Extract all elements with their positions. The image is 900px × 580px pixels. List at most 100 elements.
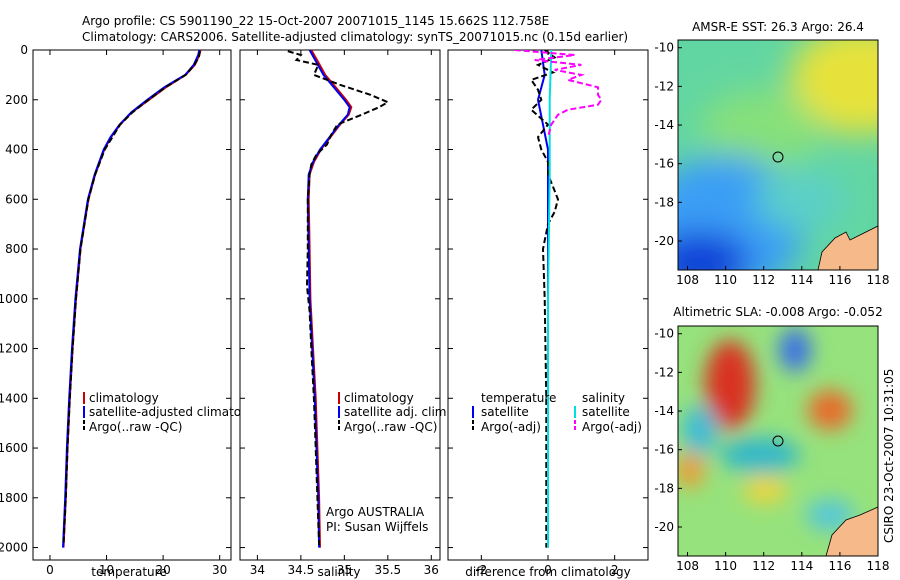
y-tick-label: 1600 [0, 441, 28, 455]
csiro-timestamp: CSIRO 23-Oct-2007 10:31:05 [882, 369, 896, 543]
x-tick-label: 2 [611, 563, 619, 577]
map-y-tick-label: -20 [654, 234, 674, 248]
legend-argo-label: Argo(..raw -QC) [89, 420, 182, 434]
map-y-tick-label: -16 [654, 443, 674, 457]
sst-map-ticks: 108 110 112 114 116 118 -10 -12 -14 -16 -18 -20 [654, 41, 889, 287]
x-tick-label: 20 [155, 563, 170, 577]
temperature-ticks: 0 10 20 30 0 200 400 600 800 1000 1200 1400 1600 1800… [0, 43, 231, 577]
series-line-salinity-argo-adj- [514, 50, 603, 138]
sla-map-title: Altimetric SLA: -0.008 Argo: -0.052 [673, 305, 882, 319]
temperature-axes-frame [32, 49, 232, 561]
legend-sal-argo-label: Argo(-adj) [582, 420, 642, 434]
y-tick-label: 1400 [0, 391, 28, 405]
x-tick-label: -2 [475, 563, 487, 577]
float-owner-annotation: Argo AUSTRALIA [326, 505, 425, 519]
x-tick-label: 34 [250, 563, 265, 577]
legend-satellite-label: satellite adj. clim. [344, 405, 450, 419]
y-tick-label: 400 [5, 143, 28, 157]
title-line-1: Argo profile: CS 5901190_22 15-Oct-2007 … [82, 14, 549, 28]
sst-cold-patch [678, 232, 750, 270]
sla-mid-southwest [678, 452, 704, 488]
salinity-panel: 34 34.5 35 35.5 36 climatology satellite adj… [239, 49, 450, 579]
y-tick-label: 1800 [0, 491, 28, 505]
y-tick-label: 1000 [0, 292, 28, 306]
legend-temp-satellite-label: satellite [481, 405, 529, 419]
sla-float-marker [772, 435, 784, 447]
map-x-tick-label: 114 [790, 559, 813, 573]
map-y-tick-label: -12 [654, 365, 674, 379]
title-line-2: Climatology: CARS2006. Satellite-adjuste… [82, 30, 628, 44]
difference-ticks: -2 0 2 [448, 49, 648, 577]
difference-legend: temperature satellite Argo(-adj) salinit… [472, 391, 642, 434]
legend-climatology-label: climatology [344, 391, 414, 405]
x-tick-label: 0 [46, 563, 54, 577]
x-tick-label: 10 [99, 563, 114, 577]
y-tick-label: 1200 [0, 342, 28, 356]
sst-map-frame [677, 39, 879, 271]
sst-float-marker [772, 151, 784, 163]
series-line-argo-raw-qc- [287, 50, 391, 546]
float-pi-annotation: PI: Susan Wijffels [326, 520, 428, 534]
map-x-tick-label: 112 [752, 273, 775, 287]
legend-temp-argo-label: Argo(-adj) [481, 420, 541, 434]
legend-argo-label: Argo(..raw -QC) [344, 420, 437, 434]
sst-mild-patch [700, 90, 820, 170]
map-x-tick-label: 118 [867, 273, 890, 287]
series-line-temperature-argo-adj- [529, 50, 560, 548]
map-y-tick-label: -16 [654, 157, 674, 171]
sla-low-west [682, 405, 718, 455]
x-tick-label: 35.5 [374, 563, 401, 577]
map-y-tick-label: -20 [654, 520, 674, 534]
y-tick-label: 800 [5, 242, 28, 256]
temperature-panel: 0 10 20 30 0 200 400 600 800 1000 1200 1400 1600 1800… [0, 43, 267, 579]
sla-map-ticks: 108 110 112 114 116 118 -10 -12 -14 -16 -18 -20 [654, 327, 889, 573]
legend-satellite-label: satellite-adjusted climatology [89, 405, 267, 419]
map-x-tick-label: 116 [828, 559, 851, 573]
temperature-series [62, 50, 202, 548]
map-y-tick-label: -14 [654, 404, 674, 418]
map-x-tick-label: 110 [714, 273, 737, 287]
sla-low-north [779, 328, 811, 372]
legend-climatology-label: climatology [89, 391, 159, 405]
y-tick-label: 2000 [0, 541, 28, 555]
temperature-legend: climatology satellite-adjusted climatolo… [83, 391, 267, 434]
map-y-tick-label: -12 [654, 79, 674, 93]
legend-salinity-heading: salinity [582, 391, 625, 405]
sla-land-mask [825, 506, 878, 556]
sla-mid-south [743, 476, 787, 504]
map-x-tick-label: 108 [676, 559, 699, 573]
map-x-tick-label: 112 [752, 559, 775, 573]
sst-land-mask [817, 225, 878, 270]
map-y-tick-label: -18 [654, 195, 674, 209]
legend-temperature-heading: temperature [481, 391, 556, 405]
sla-low-centre [720, 437, 800, 473]
salinity-legend: climatology satellite adj. clim. Argo(..… [338, 391, 450, 434]
difference-series [514, 50, 603, 548]
y-tick-label: 0 [20, 43, 28, 57]
sla-high-west [705, 340, 755, 430]
y-tick-label: 200 [5, 93, 28, 107]
sst-map-title: AMSR-E SST: 26.3 Argo: 26.4 [692, 20, 864, 34]
map-x-tick-label: 116 [828, 273, 851, 287]
series-line-salinity-satellite [547, 50, 553, 548]
salinity-ticks: 34 34.5 35 35.5 36 [240, 49, 440, 577]
sla-heatmap [678, 326, 878, 556]
x-tick-label: 34.5 [288, 563, 315, 577]
sst-heatmap [678, 40, 878, 270]
map-y-tick-label: -18 [654, 481, 674, 495]
legend-sal-satellite-label: satellite [582, 405, 630, 419]
sla-map-frame [677, 325, 879, 557]
sla-map-panel: Altimetric SLA: -0.008 Argo: -0.052 108 1… [654, 305, 889, 573]
map-x-tick-label: 118 [867, 559, 890, 573]
salinity-series [287, 50, 391, 548]
map-x-tick-label: 108 [676, 273, 699, 287]
difference-panel: -2 0 2 temperature satellite Argo(-adj) sa… [447, 49, 649, 579]
sla-low-southeast [806, 499, 854, 531]
map-y-tick-label: -14 [654, 118, 674, 132]
sst-map-panel: AMSR-E SST: 26.3 Argo: 26.4 108 110 112 114… [654, 20, 889, 287]
salinity-axes-frame [239, 49, 441, 561]
map-x-tick-label: 110 [714, 559, 737, 573]
map-y-tick-label: -10 [654, 327, 674, 341]
map-x-tick-label: 114 [790, 273, 813, 287]
